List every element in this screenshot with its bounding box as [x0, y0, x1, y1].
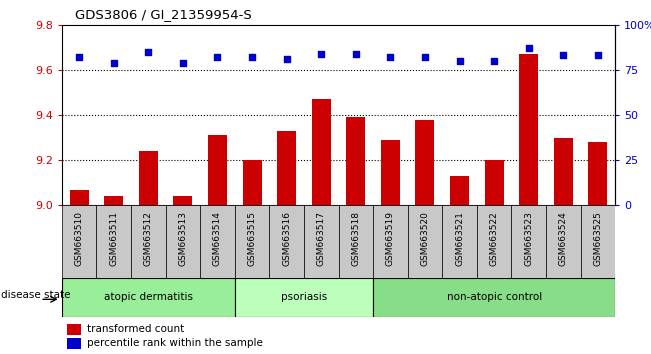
Bar — [131, 205, 165, 278]
Text: atopic dermatitis: atopic dermatitis — [104, 292, 193, 302]
Bar — [243, 160, 262, 205]
Point — [109, 60, 119, 65]
Point — [558, 53, 568, 58]
Text: GSM663518: GSM663518 — [352, 211, 360, 266]
Bar — [442, 205, 477, 278]
Bar — [304, 205, 339, 278]
Bar — [173, 196, 193, 205]
Text: GSM663520: GSM663520 — [421, 211, 430, 266]
Bar — [235, 205, 270, 278]
Bar — [484, 160, 504, 205]
Bar — [277, 131, 296, 205]
Point — [454, 58, 465, 64]
Bar — [70, 189, 89, 205]
Bar — [381, 140, 400, 205]
Text: psoriasis: psoriasis — [281, 292, 327, 302]
Point — [592, 53, 603, 58]
Text: GSM663512: GSM663512 — [144, 211, 153, 266]
Bar — [208, 135, 227, 205]
Point — [178, 60, 188, 65]
Text: non-atopic control: non-atopic control — [447, 292, 542, 302]
Bar — [62, 278, 235, 317]
Text: disease state: disease state — [1, 290, 70, 301]
Bar — [270, 205, 304, 278]
Bar — [165, 205, 200, 278]
Point — [351, 51, 361, 57]
Bar — [346, 117, 365, 205]
Text: transformed count: transformed count — [87, 324, 184, 334]
Bar — [235, 278, 373, 317]
Text: GSM663514: GSM663514 — [213, 211, 222, 266]
Bar — [373, 205, 408, 278]
Bar — [200, 205, 235, 278]
Bar — [312, 99, 331, 205]
Text: GSM663519: GSM663519 — [386, 211, 395, 266]
Bar — [554, 138, 573, 205]
Text: GSM663522: GSM663522 — [490, 211, 499, 266]
Bar — [415, 120, 434, 205]
Text: GSM663517: GSM663517 — [317, 211, 326, 266]
Bar — [96, 205, 131, 278]
Text: GSM663513: GSM663513 — [178, 211, 187, 266]
Point — [489, 58, 499, 64]
Bar — [450, 176, 469, 205]
Bar — [68, 338, 81, 349]
Point — [212, 55, 223, 60]
Text: GSM663521: GSM663521 — [455, 211, 464, 266]
Text: GSM663516: GSM663516 — [282, 211, 291, 266]
Text: GSM663525: GSM663525 — [594, 211, 602, 266]
Point — [316, 51, 326, 57]
Point — [74, 55, 85, 60]
Bar — [512, 205, 546, 278]
Bar — [408, 205, 442, 278]
Point — [143, 49, 154, 55]
Point — [523, 45, 534, 51]
Text: GDS3806 / GI_21359954-S: GDS3806 / GI_21359954-S — [75, 8, 252, 21]
Point — [281, 56, 292, 62]
Text: GSM663515: GSM663515 — [247, 211, 256, 266]
Point — [420, 55, 430, 60]
Point — [385, 55, 396, 60]
Bar — [68, 324, 81, 335]
Text: GSM663523: GSM663523 — [524, 211, 533, 266]
Bar — [339, 205, 373, 278]
Text: percentile rank within the sample: percentile rank within the sample — [87, 338, 262, 348]
Text: GSM663510: GSM663510 — [75, 211, 83, 266]
Bar — [104, 196, 123, 205]
Bar — [373, 278, 615, 317]
Bar — [581, 205, 615, 278]
Bar — [477, 205, 512, 278]
Bar — [589, 142, 607, 205]
Bar — [139, 151, 158, 205]
Bar — [519, 54, 538, 205]
Text: GSM663524: GSM663524 — [559, 211, 568, 266]
Text: GSM663511: GSM663511 — [109, 211, 118, 266]
Point — [247, 55, 257, 60]
Bar — [546, 205, 581, 278]
Bar — [62, 205, 96, 278]
